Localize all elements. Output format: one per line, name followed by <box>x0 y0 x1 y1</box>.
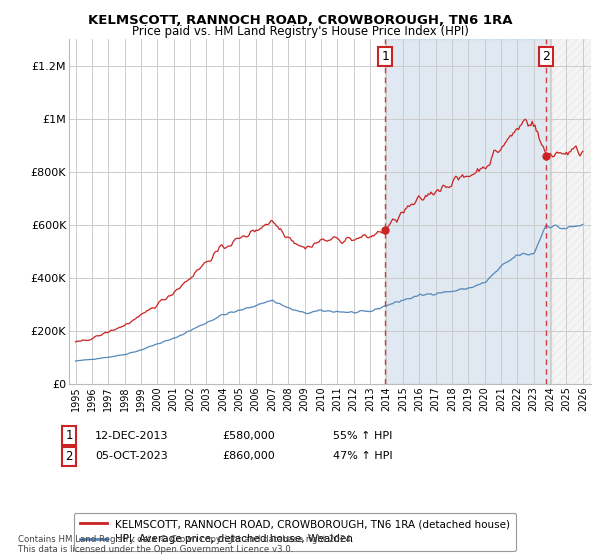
Text: £580,000: £580,000 <box>222 431 275 441</box>
Text: £860,000: £860,000 <box>222 451 275 461</box>
Text: 47% ↑ HPI: 47% ↑ HPI <box>333 451 392 461</box>
Text: 12-DEC-2013: 12-DEC-2013 <box>95 431 168 441</box>
Text: Contains HM Land Registry data © Crown copyright and database right 2024.
This d: Contains HM Land Registry data © Crown c… <box>18 535 353 554</box>
Text: KELMSCOTT, RANNOCH ROAD, CROWBOROUGH, TN6 1RA: KELMSCOTT, RANNOCH ROAD, CROWBOROUGH, TN… <box>88 14 512 27</box>
Text: 1: 1 <box>65 429 73 442</box>
Text: 55% ↑ HPI: 55% ↑ HPI <box>333 431 392 441</box>
Legend: KELMSCOTT, RANNOCH ROAD, CROWBOROUGH, TN6 1RA (detached house), HPI: Average pri: KELMSCOTT, RANNOCH ROAD, CROWBOROUGH, TN… <box>74 513 516 550</box>
Text: 1: 1 <box>381 50 389 63</box>
Text: 2: 2 <box>65 450 73 463</box>
Bar <box>551 39 591 384</box>
Text: Price paid vs. HM Land Registry's House Price Index (HPI): Price paid vs. HM Land Registry's House … <box>131 25 469 38</box>
Bar <box>385 39 551 384</box>
Text: 05-OCT-2023: 05-OCT-2023 <box>95 451 167 461</box>
Text: 2: 2 <box>542 50 550 63</box>
